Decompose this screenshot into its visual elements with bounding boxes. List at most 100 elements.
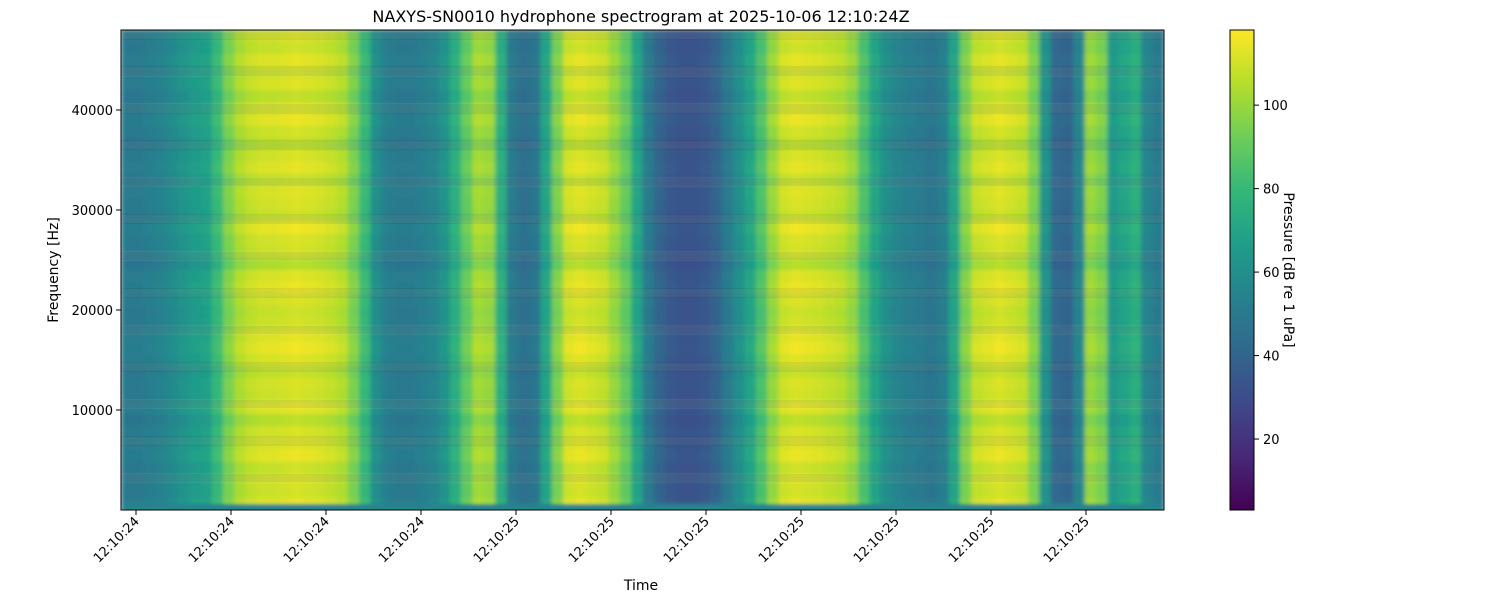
- heatmap-cell: [778, 258, 791, 271]
- heatmap-cell: [835, 126, 848, 139]
- heatmap-cell: [710, 270, 723, 283]
- heatmap-cell: [189, 354, 202, 367]
- heatmap-cell: [1107, 330, 1120, 343]
- heatmap-cell: [325, 234, 338, 247]
- heatmap-cell: [166, 402, 179, 415]
- heatmap-cell: [721, 318, 734, 331]
- heatmap-cell: [597, 66, 610, 79]
- heatmap-cell: [336, 270, 349, 283]
- heatmap-cell: [200, 246, 213, 259]
- heatmap-cell: [313, 126, 326, 139]
- heatmap-cell: [676, 450, 689, 463]
- heatmap-cell: [347, 66, 360, 79]
- heatmap-cell: [551, 474, 564, 487]
- heatmap-cell: [914, 342, 927, 355]
- heatmap-cell: [744, 150, 757, 163]
- heatmap-cell: [914, 282, 927, 295]
- heatmap-cell: [744, 258, 757, 271]
- heatmap-cell: [1152, 78, 1164, 91]
- chart-title: NAXYS-SN0010 hydrophone spectrogram at 2…: [372, 7, 909, 26]
- heatmap-cell: [982, 486, 995, 499]
- heatmap-cell: [597, 366, 610, 379]
- heatmap-cell: [551, 294, 564, 307]
- heatmap-cell: [653, 138, 666, 151]
- heatmap-cell: [721, 462, 734, 475]
- heatmap-cell: [619, 330, 632, 343]
- heatmap-cell: [211, 294, 224, 307]
- heatmap-cell: [778, 42, 791, 55]
- heatmap-cell: [1027, 210, 1041, 223]
- heatmap-cell: [1005, 234, 1018, 247]
- heatmap-cell: [132, 282, 145, 295]
- heatmap-cell: [767, 126, 780, 139]
- heatmap-cell: [744, 282, 757, 295]
- heatmap-cell: [189, 474, 202, 487]
- heatmap-cell: [857, 414, 871, 427]
- heatmap-cell: [325, 330, 338, 343]
- heatmap-cell: [563, 270, 576, 283]
- heatmap-cell: [495, 354, 508, 367]
- heatmap-cell: [1073, 342, 1086, 355]
- heatmap-cell: [325, 66, 338, 79]
- heatmap-cell: [291, 138, 304, 151]
- heatmap-cell: [1118, 54, 1131, 67]
- heatmap-cell: [778, 30, 791, 43]
- heatmap-cell: [778, 234, 791, 247]
- heatmap-cell: [631, 258, 644, 271]
- heatmap-cell: [597, 90, 610, 103]
- heatmap-cell: [597, 462, 610, 475]
- heatmap-cell: [551, 414, 564, 427]
- heatmap-cell: [347, 306, 360, 319]
- heatmap-cell: [1073, 390, 1086, 403]
- heatmap-cell: [1005, 102, 1018, 115]
- heatmap-cell: [755, 30, 769, 43]
- heatmap-cell: [381, 306, 394, 319]
- heatmap-cell: [1050, 318, 1063, 331]
- heatmap-cell: [959, 330, 973, 343]
- heatmap-cell: [1141, 222, 1154, 235]
- heatmap-cell: [869, 354, 882, 367]
- heatmap-cell: [755, 450, 769, 463]
- heatmap-cell: [880, 318, 893, 331]
- heatmap-cell: [665, 174, 678, 187]
- heatmap-cell: [744, 30, 757, 43]
- heatmap-cell: [393, 246, 406, 259]
- heatmap-cell: [585, 390, 598, 403]
- heatmap-cell: [517, 246, 530, 259]
- heatmap-cell: [540, 330, 553, 343]
- heatmap-cell: [982, 474, 995, 487]
- heatmap-cell: [495, 306, 508, 319]
- heatmap-cell: [1073, 138, 1086, 151]
- heatmap-cell: [234, 90, 247, 103]
- heatmap-cell: [461, 246, 474, 259]
- heatmap-cell: [619, 90, 632, 103]
- heatmap-cell: [302, 306, 315, 319]
- heatmap-cell: [506, 306, 519, 319]
- heatmap-cell: [1016, 366, 1029, 379]
- heatmap-cell: [880, 354, 893, 367]
- heatmap-cell: [642, 402, 655, 415]
- heatmap-cell: [653, 318, 666, 331]
- heatmap-cell: [857, 378, 871, 391]
- heatmap-cell: [506, 390, 519, 403]
- heatmap-cell: [359, 102, 372, 115]
- heatmap-cell: [461, 282, 474, 295]
- heatmap-cell: [427, 414, 440, 427]
- heatmap-cell: [211, 354, 224, 367]
- heatmap-cell: [1061, 330, 1075, 343]
- heatmap-cell: [404, 462, 417, 475]
- heatmap-cell: [857, 294, 871, 307]
- heatmap-cell: [676, 198, 689, 211]
- heatmap-cell: [461, 138, 474, 151]
- heatmap-cell: [415, 378, 428, 391]
- heatmap-cell: [619, 78, 632, 91]
- heatmap-cell: [789, 414, 803, 427]
- heatmap-cell: [1050, 210, 1063, 223]
- heatmap-cell: [529, 234, 542, 247]
- heatmap-cell: [721, 402, 734, 415]
- heatmap-cell: [857, 258, 871, 271]
- heatmap-cell: [155, 246, 168, 259]
- heatmap-cell: [959, 438, 973, 451]
- heatmap-cell: [665, 270, 678, 283]
